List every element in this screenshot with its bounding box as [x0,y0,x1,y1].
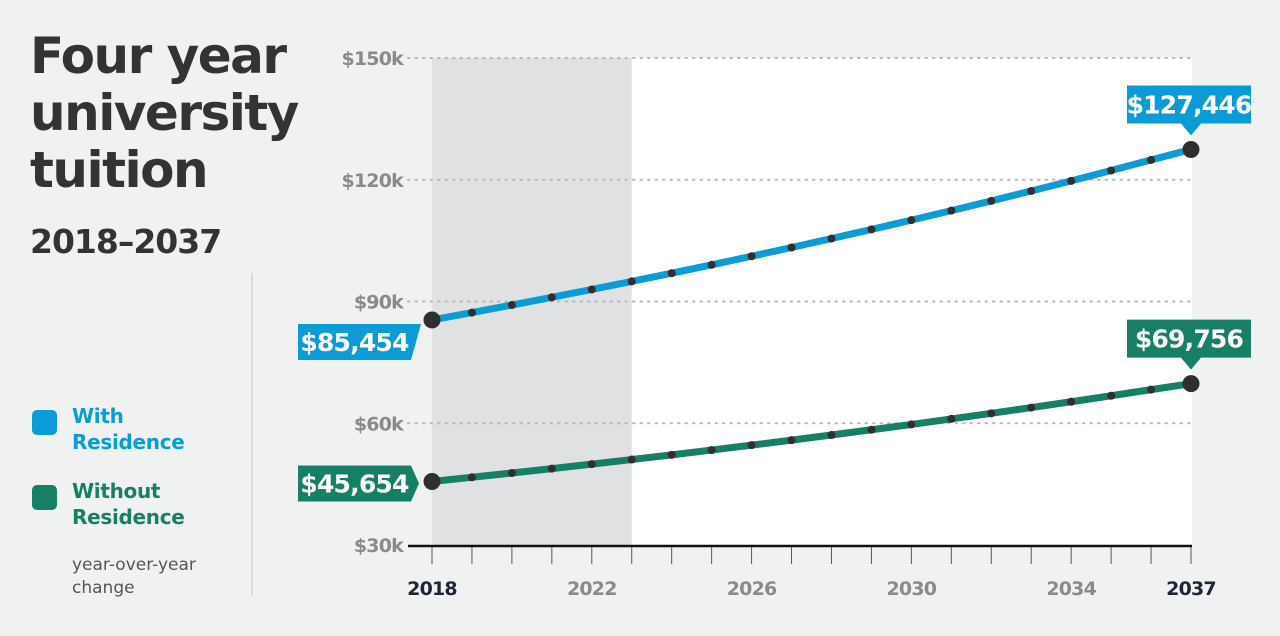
data-point [1027,403,1036,412]
callout-label: $69,756 [1135,325,1244,354]
x-tick-label: 2037 [1166,578,1216,600]
data-point [1147,385,1156,394]
data-point [667,269,676,278]
data-point [587,460,596,469]
data-point [947,414,956,423]
y-tick-label: $90k [354,292,404,314]
data-point [747,252,756,261]
start-value-callout: $85,454 [298,323,421,360]
y-tick-label: $120k [341,170,404,192]
x-tick-label: 2026 [727,578,777,600]
y-tick-label: $30k [354,535,404,557]
legend-swatch-without-residence [32,485,57,510]
data-point [627,455,636,464]
data-point [787,436,796,445]
endpoint-marker [423,472,441,490]
legend-item-with-residence: With Residence [32,403,202,455]
start-value-callout: $45,654 [298,465,419,502]
data-point [947,206,956,215]
data-point [827,431,836,440]
data-point [1107,166,1116,175]
y-tick-label: $150k [341,48,404,70]
callout-box [1127,85,1251,136]
data-point [547,464,556,473]
chart-title: Four year university tuition [30,27,299,199]
data-point [987,196,996,205]
data-point [467,473,476,482]
data-point [667,450,676,459]
data-point [827,234,836,243]
end-value-callout: $127,446 [1127,85,1253,136]
data-point [907,420,916,429]
end-value-callout: $69,756 [1127,319,1251,370]
callout-label: $45,654 [300,469,409,498]
data-point [747,441,756,450]
data-point [467,308,476,317]
data-point [787,243,796,252]
data-point [507,301,516,310]
data-point [987,409,996,418]
endpoint-marker [1182,375,1200,393]
data-point [587,285,596,294]
data-point [867,225,876,234]
legend-label-without-residence: Without Residence [72,479,185,529]
x-tick-label: 2030 [887,578,937,600]
data-point [1107,391,1116,400]
legend-label-with-residence: With Residence [72,404,185,454]
endpoint-marker [1182,141,1200,159]
endpoint-marker [423,311,441,329]
series-line-with-residence [428,146,1195,324]
legend-item-without-residence: Without Residence [32,478,202,530]
legend-swatch-with-residence [32,410,57,435]
data-point [507,468,516,477]
callout-box [298,323,421,360]
series-line-without-residence [428,380,1195,485]
data-point [1067,176,1076,185]
data-point [1027,186,1036,195]
y-tick-label: $60k [354,413,404,435]
data-point [707,446,716,455]
legend-note: year-over-year change [72,555,196,598]
legend-divider [251,273,253,595]
callout-box [1127,319,1251,370]
data-point [547,293,556,302]
data-point [1147,155,1156,164]
callout-label: $127,446 [1127,91,1252,120]
callout-box [298,465,419,502]
data-point [1067,397,1076,406]
data-point [627,277,636,286]
chart-subtitle: 2018–2037 [30,222,222,261]
data-point [867,425,876,434]
x-tick-label: 2034 [1046,578,1096,600]
data-point [707,260,716,269]
x-tick-label: 2018 [407,578,457,600]
data-point [907,216,916,225]
callout-label: $85,454 [300,328,409,357]
x-tick-label: 2022 [567,578,617,600]
